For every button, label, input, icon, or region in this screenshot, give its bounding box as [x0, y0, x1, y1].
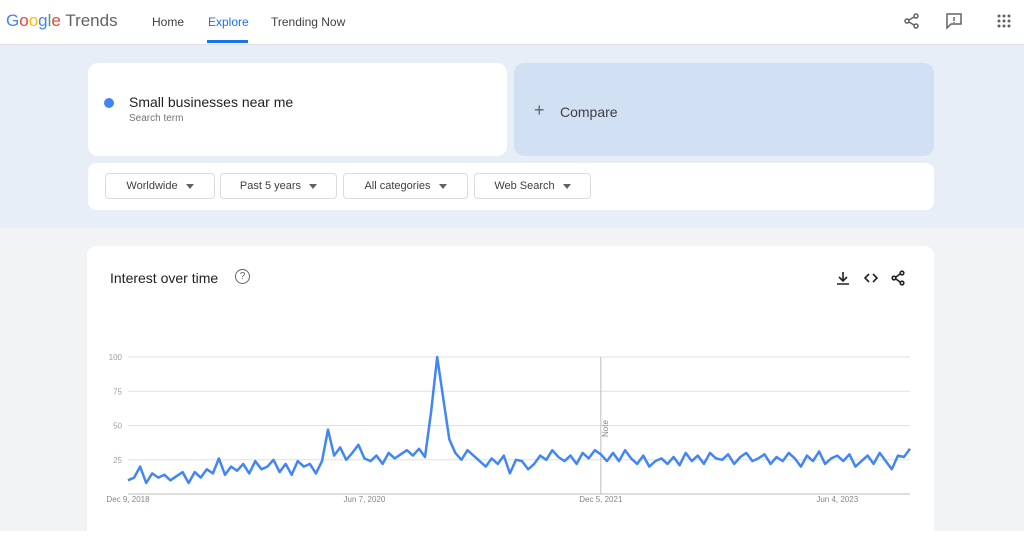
y-tick-label: 100 — [109, 353, 123, 362]
embed-icon[interactable] — [863, 273, 879, 283]
y-tick-label: 25 — [113, 456, 122, 465]
y-tick-label: 75 — [113, 387, 122, 396]
x-tick-label: Jun 7, 2020 — [344, 495, 386, 504]
header: Google Trends Home Explore Trending Now — [0, 0, 1024, 45]
nav-explore[interactable]: Explore — [208, 15, 249, 29]
search-term-label: Search term — [129, 113, 184, 124]
logo-letter: G — [6, 11, 20, 30]
nav-home[interactable]: Home — [152, 15, 185, 29]
x-tick-label: Dec 5, 2021 — [579, 495, 623, 504]
share-chart-icon[interactable] — [891, 270, 905, 286]
nav-underline — [207, 40, 248, 43]
y-tick-label: 50 — [113, 422, 122, 431]
filter-text: Past 5 years — [239, 180, 302, 192]
chart-title: Interest over time — [110, 270, 219, 286]
filter-geo[interactable]: Worldwide — [105, 173, 215, 199]
page: Google Trends {"header":{"logo":"Google"… — [0, 0, 1024, 531]
search-card[interactable]: Small businesses near me Search term — [88, 63, 507, 156]
logo-letter: l — [47, 11, 52, 30]
filter-time[interactable]: Past 5 years — [220, 173, 337, 199]
apps-icon[interactable] — [997, 14, 1011, 28]
chart-card: Interest over time ? 25 50 75 100 Dec 9, 201… — [87, 246, 934, 546]
term-dot — [104, 98, 114, 108]
filter-text: All categories — [364, 180, 431, 192]
filter-text: Worldwide — [126, 180, 178, 192]
logo-letter: e — [51, 11, 61, 30]
compare-label: Compare — [560, 104, 618, 120]
filter-category[interactable]: All categories — [343, 173, 468, 199]
feedback-icon[interactable] — [945, 12, 963, 30]
filter-text: Web Search — [494, 180, 555, 192]
x-tick-label: Jun 4, 2023 — [816, 495, 858, 504]
compare-card[interactable]: + Compare — [514, 63, 934, 156]
logo-letter: o — [28, 11, 39, 30]
search-term: Small businesses near me — [129, 94, 294, 110]
download-icon[interactable] — [837, 272, 849, 285]
x-tick-label: Dec 9, 2018 — [106, 495, 150, 504]
note-label: Note — [601, 420, 610, 437]
logo-letter: g — [38, 11, 48, 30]
chart-actions — [837, 270, 905, 286]
nav-trending[interactable]: Trending Now — [271, 15, 346, 29]
logo[interactable]: Google Trends — [6, 11, 118, 31]
logo-google: Google — [6, 11, 61, 30]
chart: 25 50 75 100 Dec 9, 2018 Jun 7, 2020 Dec 5, 20… — [106, 353, 912, 504]
help-icon[interactable]: ? — [235, 269, 250, 284]
body: Google Trends Home Explore Trending Now … — [0, 0, 1024, 531]
compare-plus: + — [534, 100, 545, 120]
trend-line — [127, 355, 912, 485]
share-icon[interactable] — [903, 12, 921, 30]
logo-product: Trends — [65, 11, 118, 30]
logo-letter: o — [19, 11, 29, 30]
filter-property[interactable]: Web Search — [474, 173, 591, 199]
